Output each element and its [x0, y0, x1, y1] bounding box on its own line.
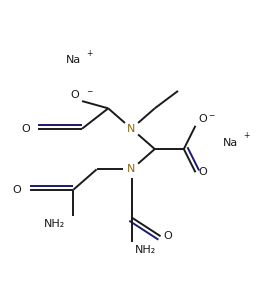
Text: +: +: [87, 49, 93, 57]
Text: +: +: [244, 132, 250, 141]
Text: −: −: [87, 87, 93, 96]
Text: O: O: [70, 90, 79, 100]
Text: N: N: [127, 124, 136, 134]
Text: N: N: [127, 164, 136, 174]
Text: O: O: [198, 167, 207, 177]
Text: O: O: [21, 124, 30, 134]
Text: NH₂: NH₂: [43, 219, 65, 229]
Text: O: O: [198, 114, 207, 124]
Text: O: O: [12, 185, 21, 195]
Text: O: O: [164, 231, 172, 241]
Text: −: −: [208, 112, 214, 121]
Text: NH₂: NH₂: [134, 245, 156, 255]
Text: Na: Na: [66, 55, 81, 65]
Text: Na: Na: [223, 138, 238, 148]
